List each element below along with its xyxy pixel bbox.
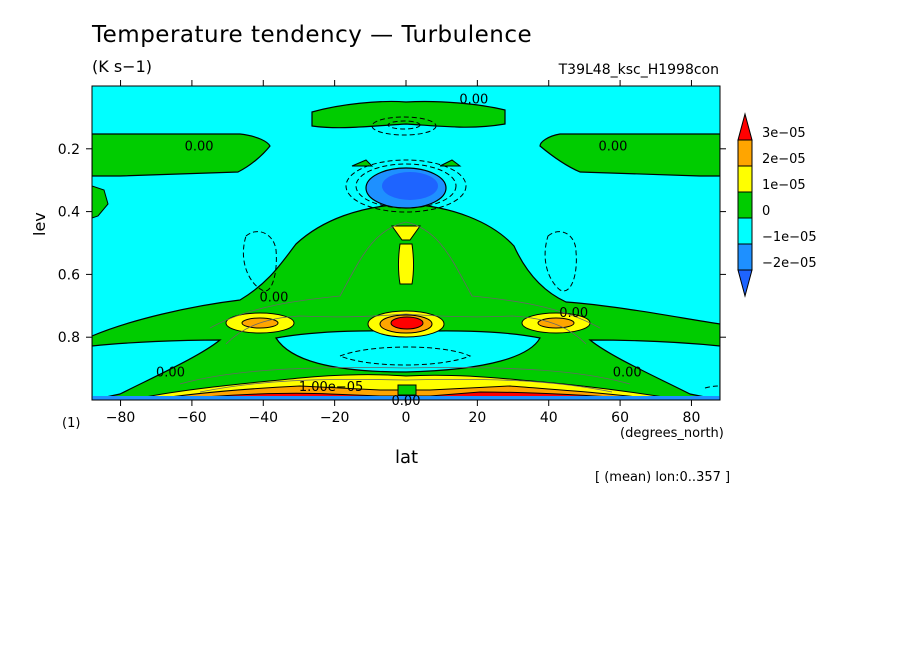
fill-blue-lower-edge [92, 396, 720, 400]
colorbar-segment [737, 243, 753, 271]
fill-darkblue-dome-core [382, 172, 438, 200]
thin-contours [179, 221, 631, 393]
colorbar-segment [737, 191, 753, 219]
y-tick-label: 0.4 [58, 205, 80, 221]
fill-yellow-column-top [391, 225, 421, 241]
colorbar-segment [737, 165, 753, 193]
contour-label: 0.00 [459, 93, 488, 108]
chart-title: Temperature tendency — Turbulence [92, 22, 533, 48]
colorbar-segment [737, 217, 753, 245]
contour-label: 0.00 [559, 306, 588, 321]
dashed-contour-top-inner [387, 120, 421, 130]
x-tick-label: −40 [248, 410, 278, 426]
y-tick-label: 0.8 [58, 330, 80, 346]
fill-green-top-band [311, 100, 506, 129]
fill-green-left-edge [92, 185, 109, 219]
contour-label: 0.00 [613, 366, 642, 381]
thin-contour-lower-2 [199, 378, 613, 393]
x-axis-label: lat [395, 447, 419, 468]
fill-cyan-lower-right [588, 339, 720, 400]
run-label: T39L48_ksc_H1998con [558, 62, 719, 78]
contour-field [92, 86, 720, 400]
colorbar-label: 1e−05 [762, 178, 806, 193]
fill-green-small-left [351, 159, 374, 167]
x-tick-label: 60 [611, 410, 629, 426]
colorbar-label: −1e−05 [762, 230, 817, 245]
x-tick-label: 20 [468, 410, 486, 426]
thin-contour-lower-1 [179, 367, 631, 385]
colorbar-label: −2e−05 [762, 256, 817, 271]
dashed-contour-left-pocket [242, 231, 277, 292]
fill-red-core [390, 316, 424, 330]
colorbar-label: 2e−05 [762, 152, 806, 167]
x-tick-label: 0 [402, 410, 411, 426]
dashed-contour-dome-outer [345, 159, 467, 213]
fill-orange-eye-right [537, 317, 575, 329]
thin-contour-dome-2 [225, 313, 587, 345]
contour-label: 0.00 [156, 366, 185, 381]
x-tick-label: 80 [683, 410, 701, 426]
chart-units: (K s−1) [92, 57, 152, 76]
x-tick-label: −60 [177, 410, 207, 426]
mean-note: [ (mean) lon:0..357 ] [595, 470, 731, 485]
colorbar-top-arrow [737, 112, 753, 141]
fill-green-lower-patch [397, 384, 417, 396]
contour-labels: 0.00 0.00 0.00 0.00 0.00 0.00 0.00 1.00e−05 0.00 [156, 93, 642, 409]
thin-contour-dome-1 [209, 221, 601, 329]
fill-green-small-right [439, 159, 462, 167]
level-note: (1) [62, 416, 81, 431]
colorbar-label: 3e−05 [762, 126, 806, 141]
y-tick-label: 0.6 [58, 267, 80, 283]
negative-contours [242, 116, 720, 389]
colorbar: 3e−05 2e−05 1e−05 0 −1e−05 −2e−05 [737, 112, 817, 298]
contour-label: 1.00e−05 [299, 380, 363, 395]
fill-green-left-band [92, 133, 271, 177]
contour-label: 0.00 [598, 140, 627, 155]
y-tick-label: 0.2 [58, 142, 80, 158]
contour-label: 0.00 [185, 140, 214, 155]
dashed-contour-dome-inner [355, 163, 457, 209]
fill-yellow-column [398, 243, 414, 285]
dashed-contour-top-outer [371, 116, 437, 136]
colorbar-bottom-arrow [737, 269, 753, 298]
colorbar-label: 0 [762, 204, 770, 219]
colorbar-segment [737, 139, 753, 167]
dashed-contour-right-pocket [544, 231, 577, 292]
x-tick-label: 40 [540, 410, 558, 426]
dashed-contour-lower-right-edge [704, 385, 720, 389]
x-tick-label: −80 [106, 410, 136, 426]
fill-green-right-band [539, 133, 720, 177]
contour-label: 0.00 [392, 394, 421, 409]
dashed-contour-lower-pocket [338, 346, 472, 366]
axes: −80 −60 −40 −20 0 20 40 60 80 0.2 0.4 0.6 0.8 [58, 80, 726, 426]
x-axis-unit: (degrees_north) [620, 426, 724, 441]
contour-label: 0.00 [260, 290, 289, 305]
fill-cyan-lower-left [92, 339, 222, 400]
x-tick-label: −20 [320, 410, 350, 426]
